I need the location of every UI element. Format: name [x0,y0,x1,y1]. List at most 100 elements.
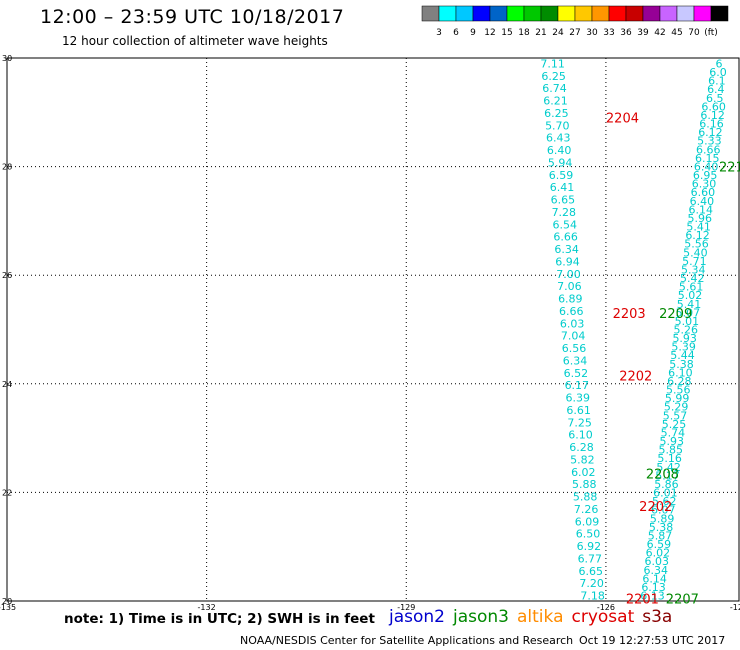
satellite-legend-item: s3a [642,607,673,627]
swh-data-label: 6.65 [551,194,576,207]
swh-data-label: 6.30 [692,178,717,191]
swh-data-label: 5.56 [684,238,709,251]
colorbar-label: 3 [436,28,442,38]
swh-data-label: 5.86 [654,478,679,491]
swh-data-label: 6.41 [550,181,575,194]
swh-data-label: 5.34 [681,263,706,276]
swh-data-label: 5.01 [675,315,700,328]
swh-data-label: 5.88 [572,478,597,491]
header-subtitle: 12 hour collection of altimeter wave hei… [62,34,328,48]
swh-data-label: 5.93 [660,435,685,448]
swh-data-label: 5.85 [658,444,683,457]
swh-data-label: 7.26 [574,503,599,516]
satellite-legend-item: altika [517,607,564,627]
swh-data-label: 6.77 [578,552,603,565]
swh-data-label: 6.03 [560,317,585,330]
x-tick-label: -135 [0,603,16,612]
pass-time-label: 2204 [606,112,639,127]
colorbar-label: 21 [535,28,546,38]
swh-data-label: 6.0 [709,66,727,79]
swh-data-label: 6.17 [565,379,590,392]
pass-time-label: 2210 [719,161,740,176]
swh-data-label: 6.09 [575,515,600,528]
swh-data-label: 6.25 [541,70,566,83]
swh-data-label: 5.94 [548,156,573,169]
swh-data-label: 6 [716,57,723,70]
swh-data-label: 5.42 [656,461,681,474]
swh-data-label: 5.71 [682,255,707,268]
swh-data-label: 6.34 [563,354,588,367]
swh-data-label: 5.87 [648,529,673,542]
swh-data-label: 6.5 [706,92,724,105]
swh-data-label: 6.02 [646,547,671,560]
swh-data-label: 6.10 [568,429,593,442]
y-tick-label: 24 [2,380,12,389]
swh-data-label: 5.74 [661,426,686,439]
swh-data-label: 6.40 [690,195,715,208]
header-title: 12:00 – 23:59 UTC 10/18/2017 [40,6,345,28]
swh-data-label: 5.40 [683,246,708,259]
swh-data-label: 5.70 [545,119,570,132]
swh-data-label: 6.65 [578,565,603,578]
swh-data-label: 6.28 [569,441,594,454]
swh-data-label: 7.04 [561,330,586,343]
swh-data-label: 6.34 [554,243,579,256]
swh-data-label: 5.56 [666,384,691,397]
swh-data-label: 6.40 [547,144,572,157]
swh-data-label: 5.29 [664,401,689,414]
footer-timestamp: Oct 19 12:27:53 UTC 2017 [579,634,726,647]
x-tick-label: -126 [597,603,615,612]
swh-data-label: 6.39 [565,392,590,405]
y-tick-label: 26 [2,271,12,280]
swh-data-label: 5.96 [687,212,712,225]
satellite-legend: jason2 jason3 altika cryosat s3a [389,607,680,627]
swh-data-label: 5.07 [676,306,701,319]
colorbar-label: 27 [569,28,580,38]
colorbar-label: (ft) [704,28,718,38]
swh-data-label: 5.33 [697,135,722,148]
swh-data-label: 6.74 [542,82,567,95]
swh-data-label: 7.00 [556,268,581,281]
swh-data-label: 5.44 [670,349,695,362]
swh-data-label: 6.54 [552,218,577,231]
swh-data-label: 6.61 [566,404,591,417]
swh-data-label: 6.4 [707,83,725,96]
swh-data-label: 7.28 [552,206,577,219]
swh-data-label: 5.57 [663,409,688,422]
swh-data-label: 5.38 [669,358,694,371]
wave-height-plot: 202224262830-135-132-129-126-123-1247.11… [0,54,740,612]
swh-data-label: 6.60 [701,100,726,113]
footer-credit: NOAA/NESDIS Center for Satellite Applica… [240,634,574,647]
pass-time-label: 2202 [619,370,652,385]
swh-data-label: 6.60 [691,186,716,199]
swh-data-label: 6.56 [562,342,587,355]
x-tick-label: -132 [198,603,216,612]
swh-data-label: 6.89 [558,293,583,306]
pass-time-label: 2209 [659,307,692,322]
swh-data-label: 7.11 [540,57,565,70]
swh-data-label: 7.18 [580,590,605,603]
swh-data-label: 6.12 [685,229,710,242]
swh-data-label: 6.16 [699,118,724,131]
swh-data-label: 6.07 [651,504,676,517]
colorbar-label: 70 [688,28,700,38]
swh-data-label: 6.50 [576,528,601,541]
swh-data-label: 6.13 [640,590,665,603]
legend-note: note: 1) Time is in UTC; 2) SWH is in fe… [64,611,375,627]
swh-data-label: 5.62 [652,495,677,508]
swh-data-label: 6.66 [696,143,721,156]
satellite-legend-item: jason3 [453,607,509,627]
swh-data-label: 6.66 [553,231,578,244]
swh-data-label: 6.15 [695,152,720,165]
swh-data-label: 6.59 [549,169,574,182]
colorbar-label: 42 [654,28,665,38]
swh-data-label: 5.99 [665,392,690,405]
swh-data-label: 6.95 [693,169,718,182]
swh-data-label: 6.1 [708,75,726,88]
swh-data-label: 6.52 [564,367,589,380]
swh-data-label: 7.20 [579,577,604,590]
plot-frame [6,57,740,602]
swh-data-label: 6.02 [571,466,596,479]
swh-data-label: 6.13 [641,581,666,594]
swh-data-label: 5.38 [649,521,674,534]
